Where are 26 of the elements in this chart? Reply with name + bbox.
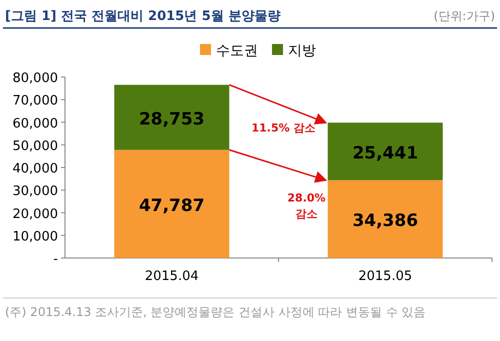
bar <box>114 84 230 150</box>
bar <box>328 122 443 180</box>
y-tick-label: - <box>53 252 58 267</box>
y-tick-label: 30,000 <box>12 184 58 200</box>
y-tick-label: 40,000 <box>12 162 58 176</box>
y-tick-label: 10,000 <box>12 229 58 244</box>
y-tick-label: 70,000 <box>12 94 58 109</box>
y-tick-label: 80,000 <box>12 71 58 86</box>
legend-label: 지방 <box>288 43 316 59</box>
y-tick-label: 20,000 <box>12 206 58 222</box>
y-tick-label: 50,000 <box>12 138 58 154</box>
legend-label: 수도권 <box>216 43 258 59</box>
y-tick-label: 60,000 <box>12 116 58 132</box>
annotation: 11.5% 감소 <box>252 121 316 134</box>
bar <box>114 150 230 258</box>
x-tick-label: 2015.04 <box>144 269 199 284</box>
x-tick-label: 2015.05 <box>358 269 412 284</box>
data-label: 47,787 <box>138 196 205 216</box>
data-label: 28,753 <box>138 109 205 130</box>
chart-subtitle: (단위:가구) <box>434 9 495 23</box>
chart-title: [그림 1] 전국 전월대비 2015년 5월 분양물량 <box>5 9 280 24</box>
annotation: 28.0% 감소 <box>287 191 326 220</box>
data-label: 25,441 <box>352 143 418 164</box>
bar <box>328 180 443 258</box>
data-label: 34,386 <box>352 211 418 232</box>
text: (주) 2015.4.13 조사기준, 분양예정물량은 건설사 사정에 따라 변동될 수 있음 <box>5 305 426 319</box>
